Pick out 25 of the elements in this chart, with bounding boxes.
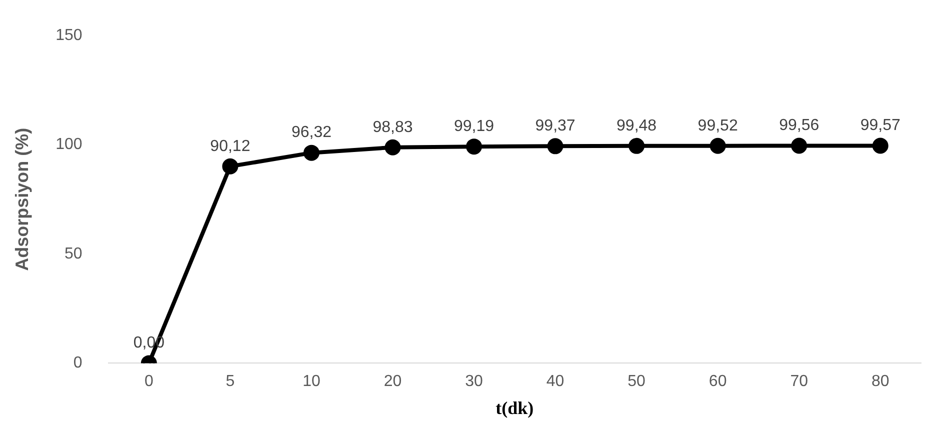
x-tick-label: 80	[871, 373, 890, 390]
data-label: 90,12	[210, 138, 250, 155]
y-axis-title: Adsorpsiyon (%)	[12, 128, 32, 271]
y-tick-label: 150	[56, 27, 82, 44]
x-tick-label: 60	[708, 373, 727, 390]
data-label: 99,19	[454, 118, 494, 135]
data-label: 98,83	[372, 118, 413, 136]
y-tick-label: 50	[64, 245, 82, 262]
x-tick-label: 70	[790, 373, 808, 390]
data-label: 99,57	[860, 117, 900, 134]
x-tick-label: 20	[384, 373, 402, 390]
data-label: 99,48	[616, 117, 657, 134]
x-tick-label: 50	[628, 373, 646, 390]
data-label: 96,32	[291, 124, 332, 142]
data-label: 99,52	[698, 117, 738, 134]
x-tick-label: 40	[546, 373, 564, 390]
y-tick-label: 100	[56, 136, 82, 154]
data-label: 99,37	[535, 118, 576, 135]
x-tick-label: 0	[144, 373, 154, 390]
x-tick-label: 10	[302, 373, 320, 390]
x-tick-label: 5	[226, 373, 235, 390]
y-tick-label: 0	[73, 354, 82, 372]
x-tick-label: 30	[465, 373, 484, 390]
x-axis-title: t(dk)	[496, 398, 534, 418]
data-label: 99,56	[779, 117, 820, 134]
